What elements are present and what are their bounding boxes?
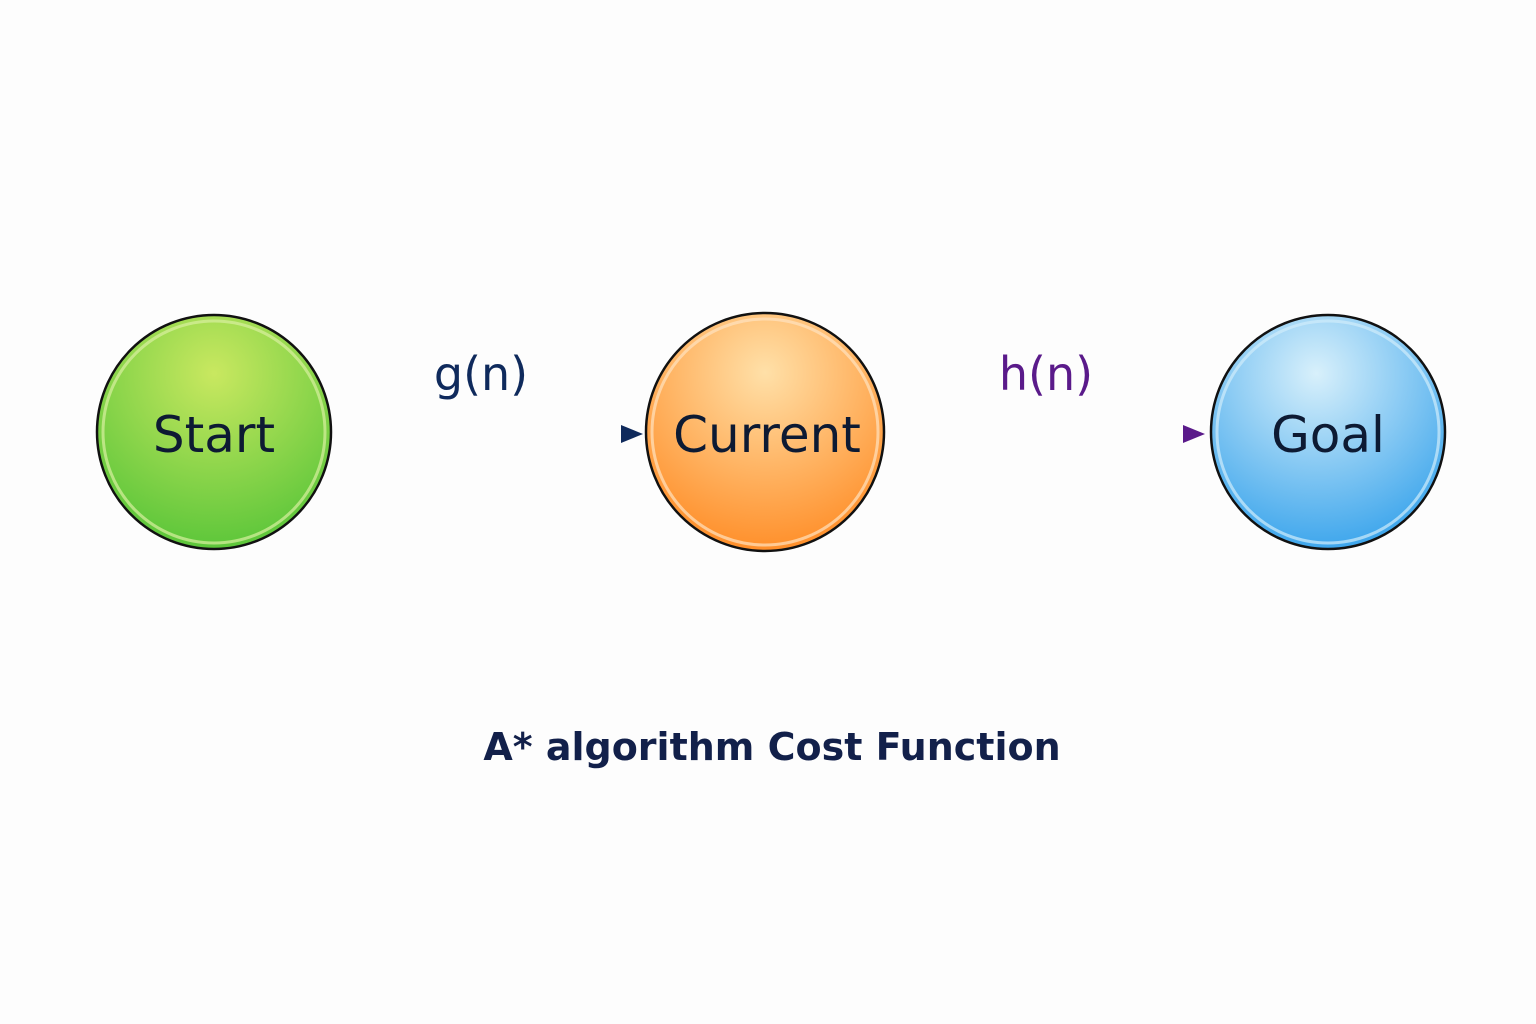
node-label: Goal <box>1271 406 1385 464</box>
edge-start-current: g(n) <box>333 347 643 443</box>
node-current: Current <box>644 311 886 553</box>
node-label: Current <box>673 406 861 464</box>
edge-label-g: g(n) <box>434 347 528 401</box>
node-label: Start <box>153 406 275 464</box>
node-goal: Goal <box>1209 313 1447 551</box>
arrowhead-icon <box>621 425 643 443</box>
edge-label-h: h(n) <box>999 347 1093 401</box>
edge-current-goal: h(n) <box>886 347 1205 443</box>
diagram-title: A* algorithm Cost Function <box>483 725 1060 769</box>
node-start: Start <box>95 313 333 551</box>
arrowhead-icon <box>1183 425 1205 443</box>
